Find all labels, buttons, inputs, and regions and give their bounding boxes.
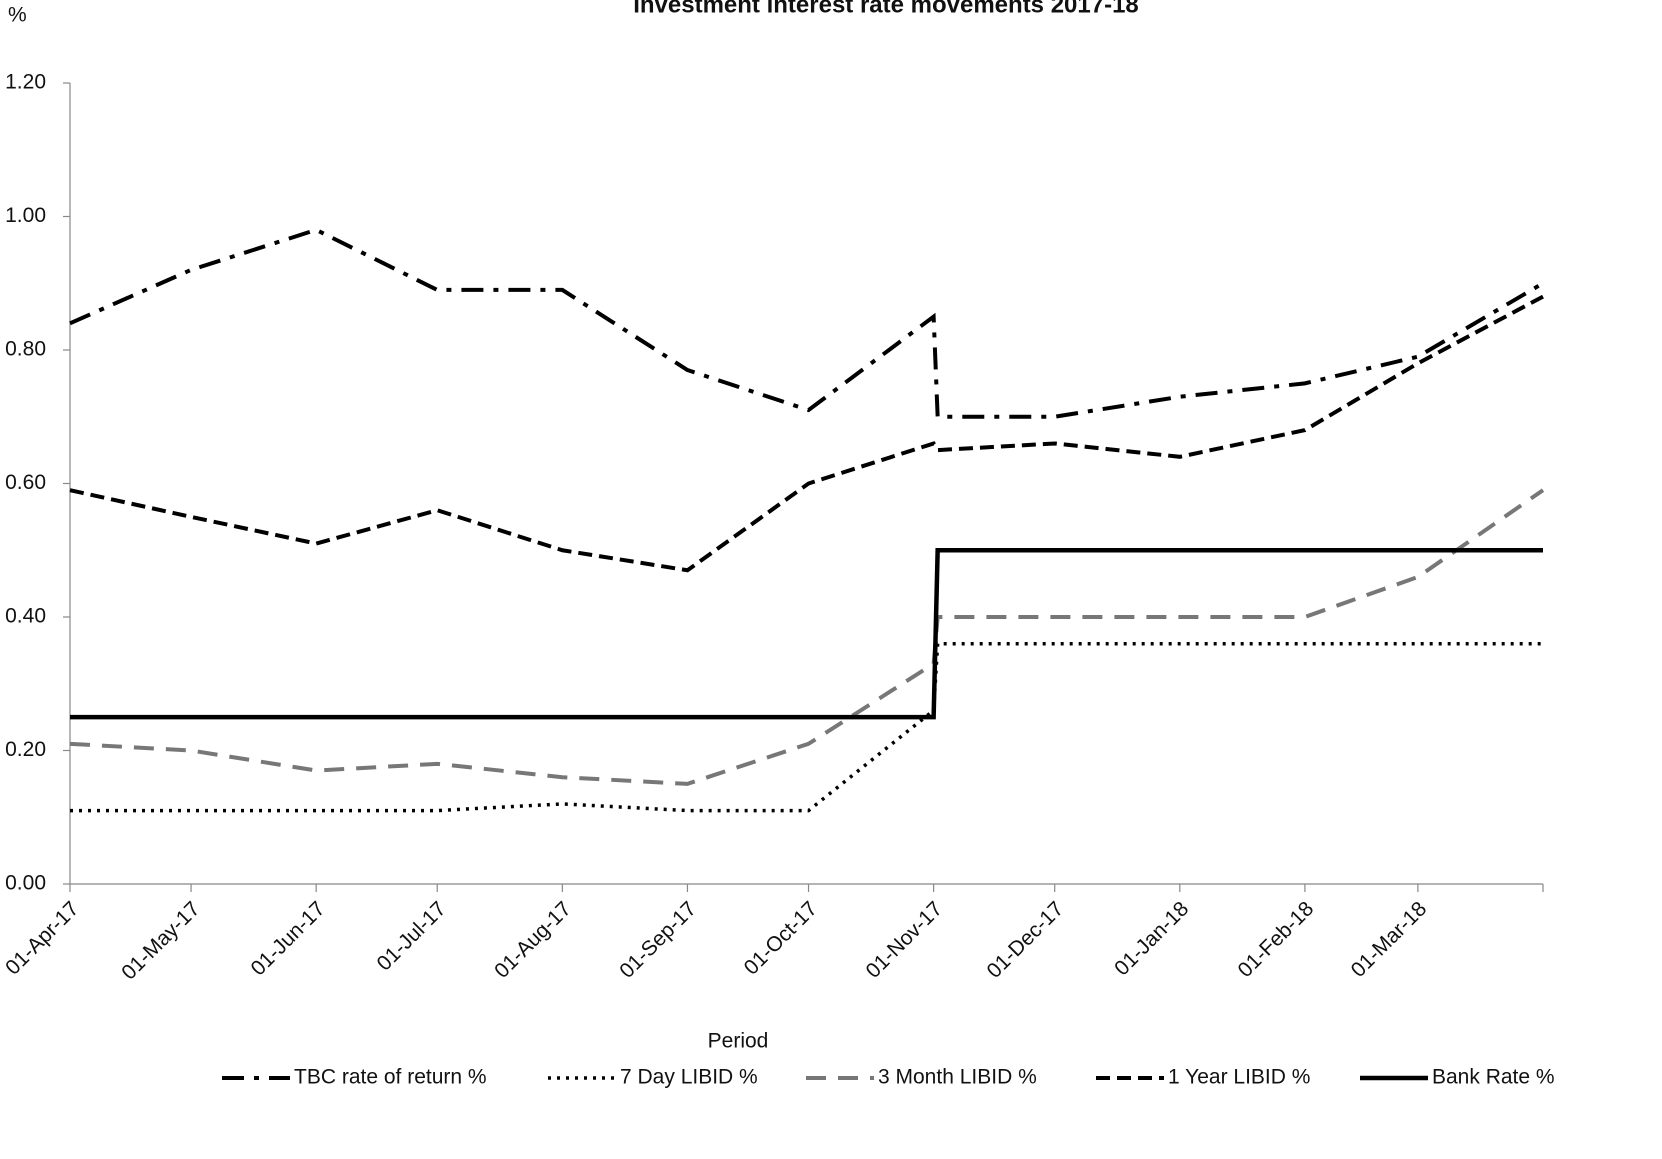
x-tick-label: 01-Apr-17 — [1, 897, 83, 979]
legend-label: 3 Month LIBID % — [878, 1066, 1037, 1089]
series-line — [70, 641, 1543, 813]
y-tick-label: 0.20 — [5, 738, 46, 761]
y-tick-label: 1.00 — [5, 204, 46, 227]
x-tick-label: 01-Sep-17 — [615, 897, 701, 983]
y-tick-label: 0.00 — [5, 872, 46, 895]
x-tick-label: 01-Dec-17 — [983, 897, 1069, 983]
x-tick-label: 01-May-17 — [117, 897, 204, 984]
x-axis-label: Period — [708, 1030, 769, 1053]
series-line — [69, 294, 1544, 573]
y-tick-label: 0.80 — [5, 338, 46, 361]
y-tick-label: 1.20 — [5, 71, 46, 94]
x-tick-label: 01-Mar-18 — [1347, 897, 1432, 982]
chart-title: Investment interest rate movements 2017-… — [633, 0, 1139, 18]
legend-label: 7 Day LIBID % — [620, 1066, 758, 1089]
y-tick-label: 0.40 — [5, 605, 46, 628]
y-axis-label: % — [8, 4, 27, 27]
x-tick-label: 01-Jul-17 — [373, 897, 451, 975]
x-tick-label: 01-Aug-17 — [490, 897, 576, 983]
series-line — [69, 488, 1545, 786]
series-line — [70, 548, 1543, 720]
x-tick-label: 01-Jan-18 — [1110, 897, 1193, 980]
y-tick-label: 0.60 — [5, 471, 46, 494]
x-tick-label: 01-Feb-18 — [1234, 897, 1319, 982]
x-tick-label: 01-Nov-17 — [861, 897, 947, 983]
legend-label: Bank Rate % — [1432, 1066, 1555, 1089]
x-tick-label: 01-Oct-17 — [740, 897, 822, 979]
legend-label: 1 Year LIBID % — [1168, 1066, 1310, 1089]
legend-label: TBC rate of return % — [294, 1066, 487, 1089]
x-tick-label: 01-Jun-17 — [247, 897, 330, 980]
series-line — [69, 227, 1545, 419]
